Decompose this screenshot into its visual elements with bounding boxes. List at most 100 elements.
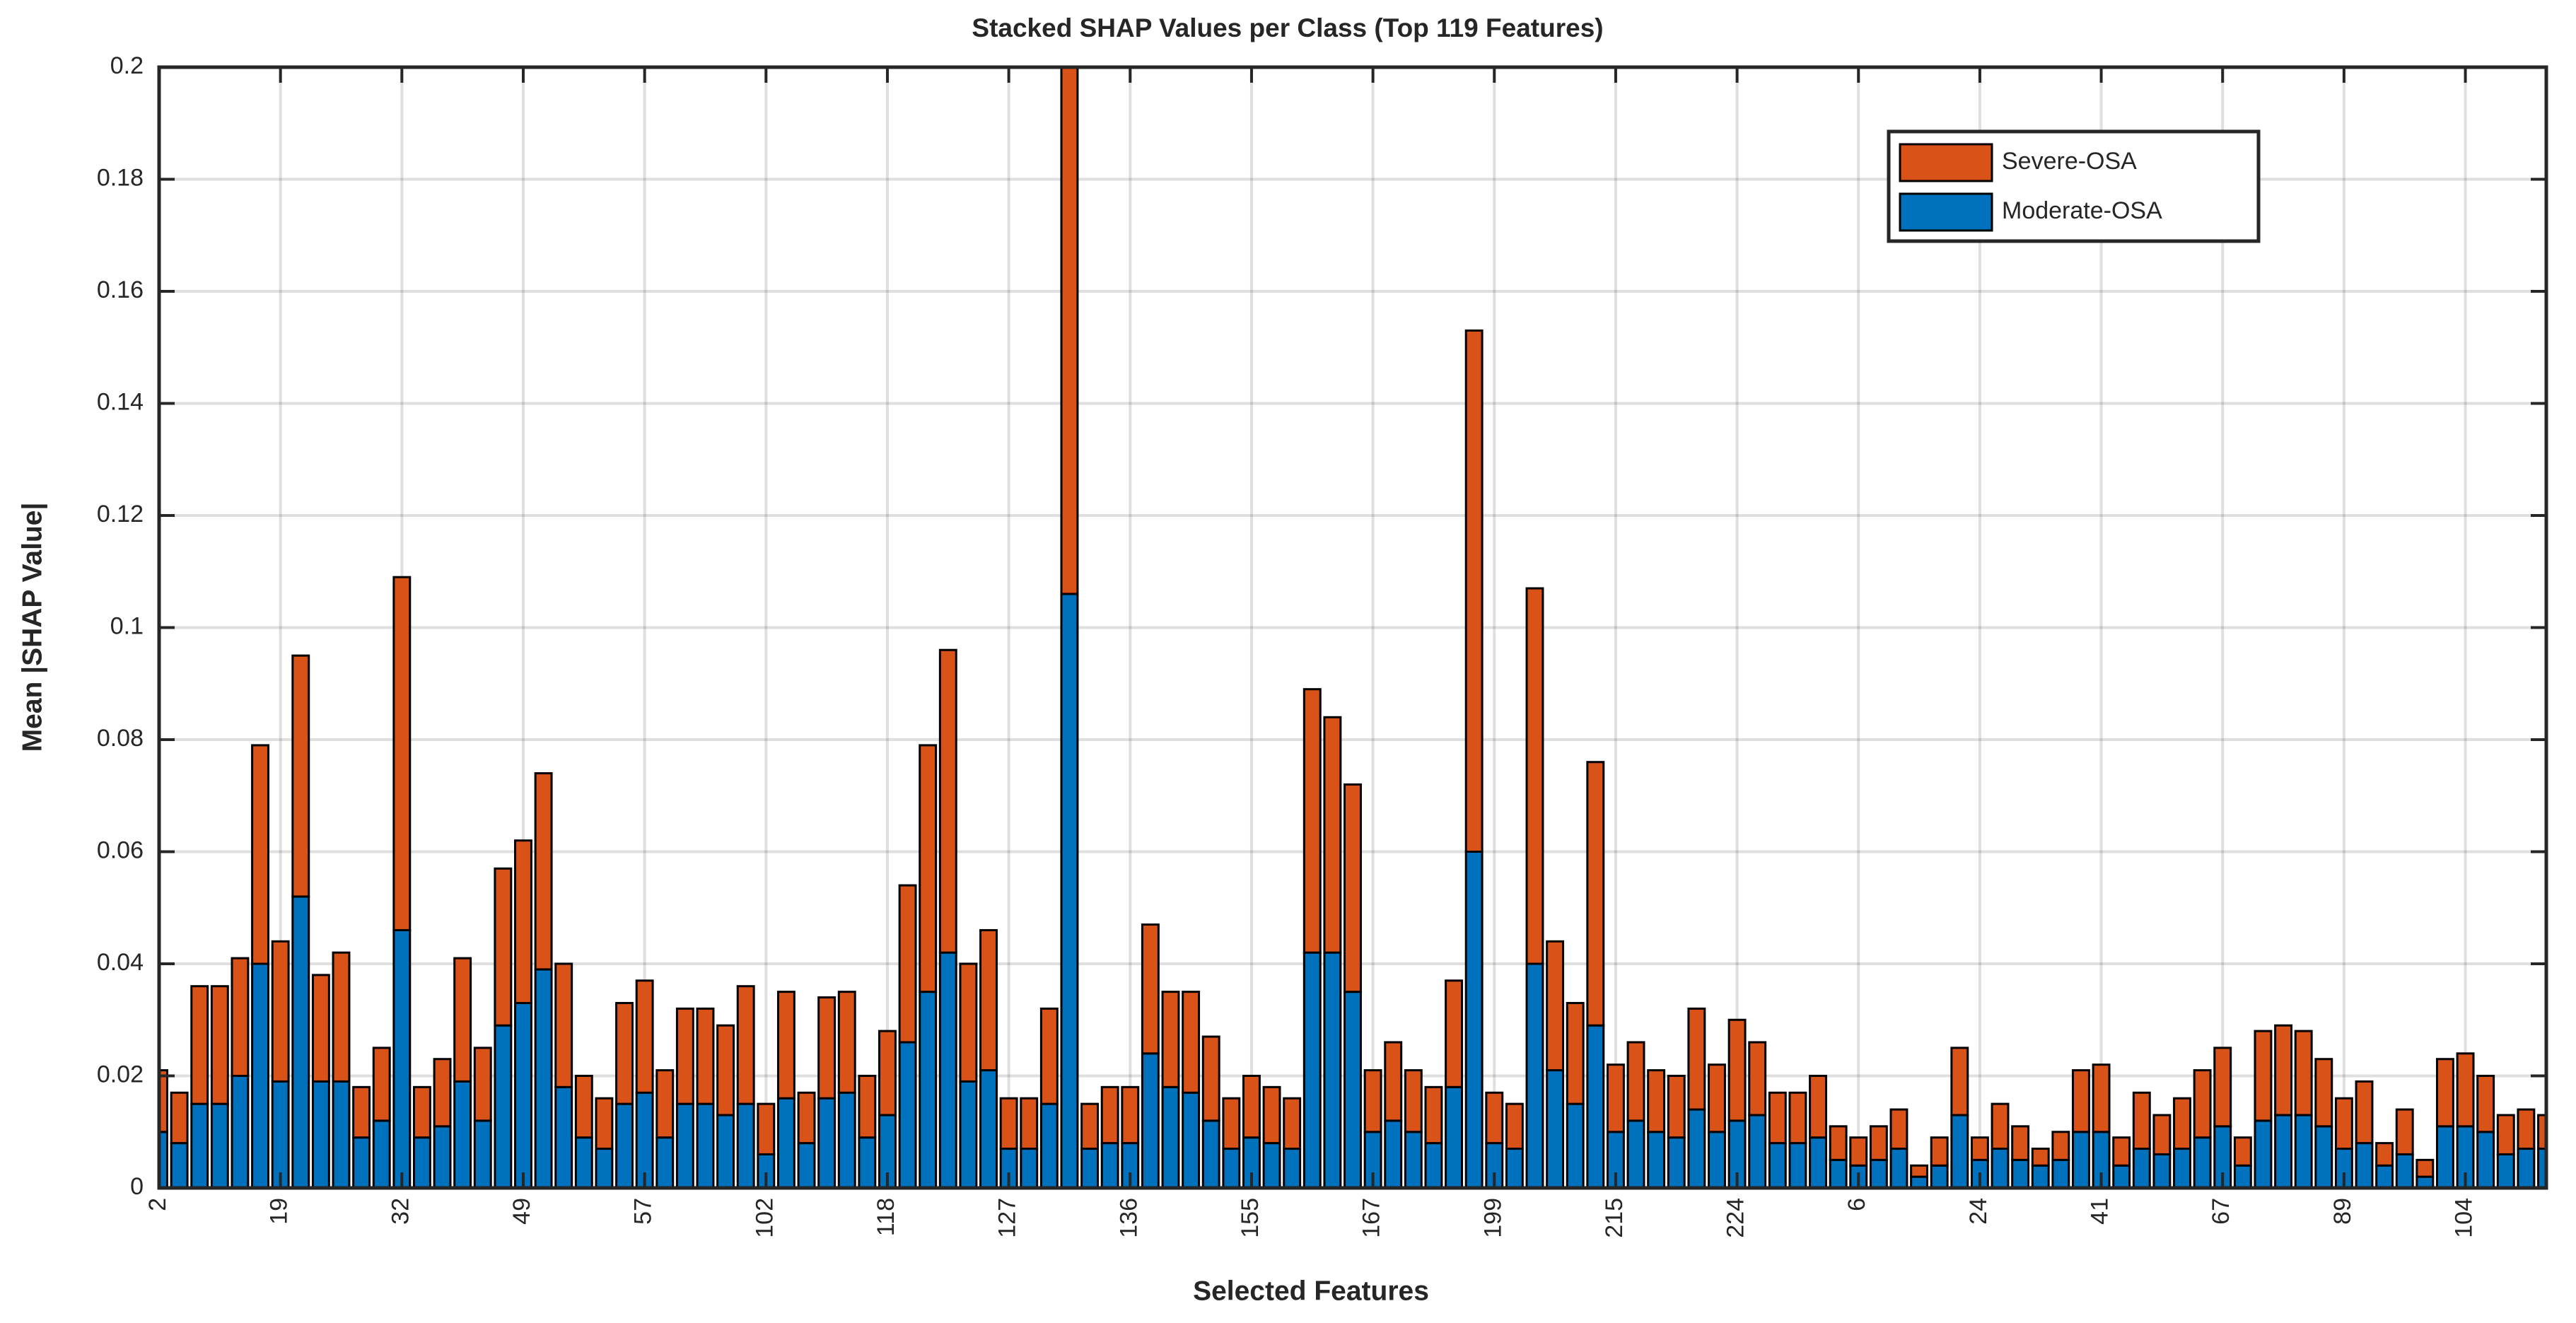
x-tick-label: 102: [751, 1198, 778, 1238]
bar-segment: [1991, 1102, 2010, 1150]
bar-segment: [554, 962, 573, 1088]
bar-segment: [696, 1102, 715, 1188]
bar-segment: [311, 1080, 330, 1188]
bar-segment: [1262, 1142, 1281, 1188]
bar-segment: [574, 1136, 593, 1188]
bar-segment: [1141, 923, 1160, 1055]
bar-segment: [2436, 1125, 2454, 1188]
bar-segment: [2011, 1125, 2030, 1161]
bar-segment: [1404, 1069, 1423, 1133]
bar-segment: [1121, 1085, 1140, 1145]
chart-title: Stacked SHAP Values per Class (Top 119 F…: [972, 13, 1603, 42]
x-tick-label: 2: [144, 1198, 171, 1211]
y-tick-label: 0.16: [97, 276, 144, 303]
bar-segment: [514, 839, 532, 1004]
bar-segment: [2031, 1148, 2050, 1167]
bar-segment: [959, 962, 978, 1083]
bar-segment: [1323, 951, 1342, 1188]
bar-segment: [817, 1097, 837, 1188]
bar-segment: [1869, 1125, 1888, 1161]
bar-segment: [494, 867, 513, 1027]
bar-segment: [210, 1102, 229, 1188]
bar-segment: [2112, 1164, 2131, 1188]
bar-segment: [1809, 1075, 1827, 1139]
bar-segment: [757, 1102, 776, 1155]
bar-segment: [2254, 1030, 2273, 1122]
bar-segment: [1889, 1148, 1908, 1188]
bar-segment: [736, 985, 755, 1105]
bar-segment: [1222, 1097, 1241, 1150]
bar-segment: [615, 1102, 634, 1188]
x-tick-label: 67: [2208, 1198, 2234, 1225]
bar-segment: [2355, 1080, 2374, 1145]
bar-segment: [2213, 1047, 2232, 1128]
bar-segment: [2415, 1158, 2435, 1178]
bar-segment: [919, 991, 938, 1188]
bar-segment: [1141, 1052, 1160, 1188]
bar-segment: [473, 1047, 492, 1122]
bar-segment: [595, 1097, 614, 1150]
bar-segment: [1020, 1097, 1039, 1150]
bar-segment: [1505, 1148, 1524, 1188]
bar-segment: [1201, 1119, 1220, 1188]
bar-segment: [2132, 1148, 2151, 1188]
bar-segment: [2436, 1058, 2454, 1128]
bar-segment: [1991, 1148, 2010, 1188]
bar-segment: [2294, 1030, 2313, 1117]
bar-segment: [2395, 1108, 2414, 1155]
bar-segment: [1344, 991, 1362, 1188]
bar-segment: [1505, 1102, 1524, 1150]
bar-segment: [1464, 329, 1484, 853]
bar-segment: [1849, 1136, 1868, 1167]
bar-segment: [1809, 1136, 1827, 1188]
bar-segment: [2031, 1164, 2050, 1188]
bar-segment: [858, 1136, 877, 1188]
y-tick-label: 0.18: [97, 164, 144, 191]
bar-segment: [534, 772, 553, 971]
bar-segment: [190, 1102, 209, 1188]
bar-segment: [170, 1091, 189, 1145]
bar-segment: [696, 1007, 715, 1105]
x-tick-label: 6: [1843, 1198, 1870, 1211]
bar-segment: [1080, 1148, 1100, 1188]
bar-segment: [190, 985, 209, 1105]
bar-segment: [2193, 1069, 2212, 1139]
x-tick-label: 41: [2087, 1198, 2114, 1225]
bar-segment: [938, 951, 957, 1188]
bar-segment: [979, 928, 998, 1072]
y-axis-label: Mean |SHAP Value|: [17, 503, 47, 752]
bar-segment: [1404, 1131, 1423, 1188]
legend-label: Severe-OSA: [2002, 148, 2137, 175]
bar-segment: [1464, 851, 1484, 1188]
bar-segment: [1727, 1018, 1747, 1122]
bar-segment: [231, 1075, 250, 1188]
y-tick-label: 0.2: [110, 52, 144, 79]
bar-segment: [1262, 1085, 1281, 1145]
bar-segment: [1525, 962, 1544, 1188]
bar-segment: [2294, 1114, 2313, 1188]
bar-segment: [412, 1136, 431, 1188]
axes: 0 0.02 0.04 0.06 0.08 0.1 0.12 0.14 0.16 0.18 0.2 2…: [97, 52, 2548, 1238]
bar-segment: [170, 1142, 189, 1188]
bar-segment: [837, 1091, 856, 1188]
bar-segment: [1889, 1108, 1908, 1150]
bar-segment: [1708, 1063, 1726, 1133]
bar-segment: [1950, 1114, 1969, 1188]
x-tick-label: 155: [1237, 1198, 1264, 1238]
bar-segment: [1039, 1007, 1059, 1105]
bar-segment: [1768, 1091, 1787, 1145]
bar-segment: [1080, 1102, 1100, 1150]
bar-segment: [1546, 1069, 1565, 1188]
x-tick-label: 224: [1723, 1198, 1749, 1238]
bar-segment: [1100, 1085, 1119, 1145]
bar-segment: [1222, 1148, 1241, 1188]
bar-segment: [1182, 991, 1201, 1094]
bar-segment: [453, 1080, 472, 1188]
bar-segment: [2517, 1148, 2536, 1188]
bar-segment: [1788, 1142, 1807, 1188]
bar-segment: [473, 1119, 492, 1188]
x-tick-label: 89: [2329, 1198, 2356, 1225]
x-axis-label: Selected Features: [1193, 1276, 1429, 1306]
bar-segment: [271, 1080, 290, 1188]
